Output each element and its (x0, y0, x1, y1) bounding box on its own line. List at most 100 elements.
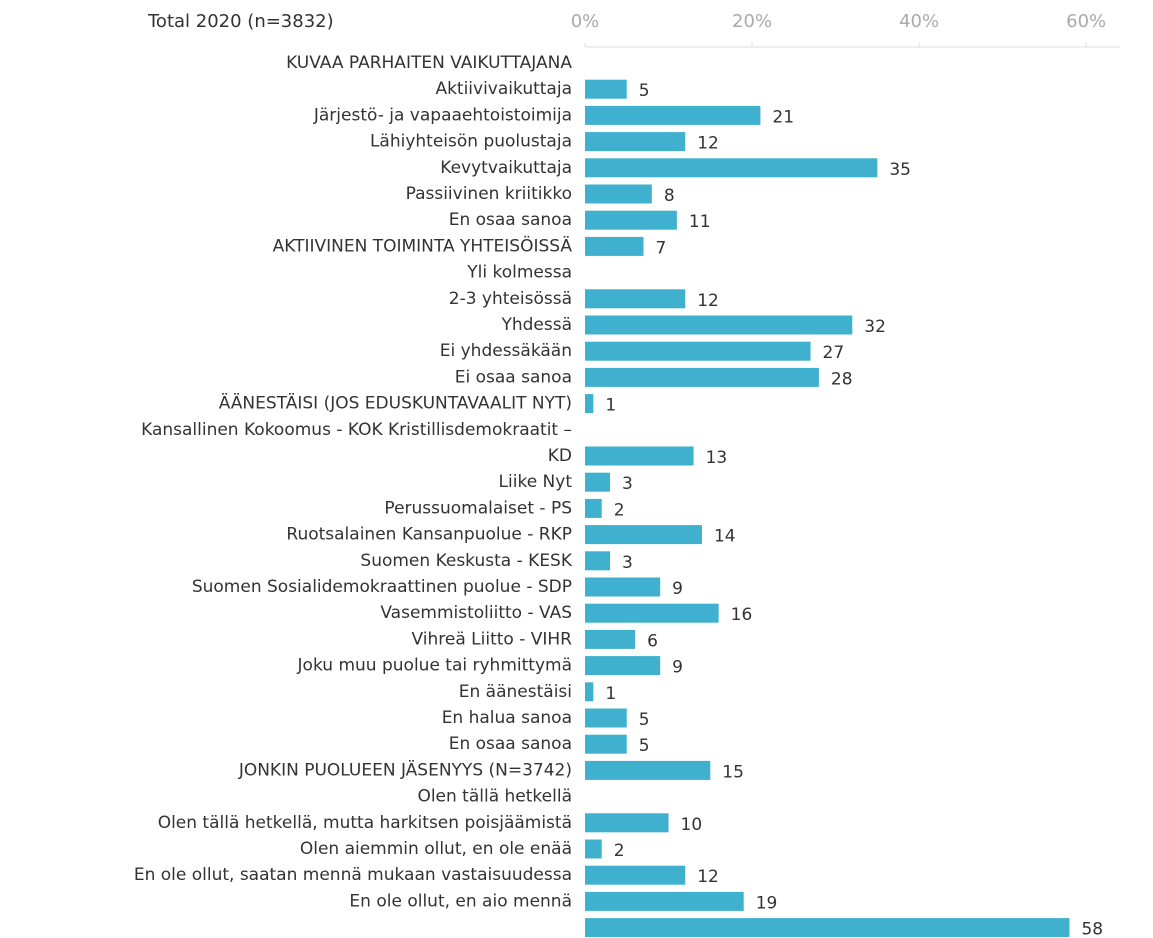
bar (585, 341, 811, 361)
bar (585, 289, 686, 309)
bar (585, 158, 878, 178)
value-label: 12 (697, 291, 719, 311)
value-label: 8 (664, 186, 675, 206)
bar (585, 79, 627, 99)
y-tick-label: Yli kolmessa (466, 263, 572, 283)
y-tick-label: KUVAA PARHAITEN VAIKUTTAJANA (286, 53, 572, 73)
y-tick-label: KD (548, 446, 572, 466)
value-label: 12 (697, 134, 719, 154)
chart-title: Total 2020 (n=3832) (147, 11, 334, 32)
value-label: 19 (756, 893, 778, 913)
bar (585, 891, 744, 911)
y-tick-label: Järjestö- ja vapaaehtoistoimija (313, 105, 572, 125)
bar (585, 577, 661, 597)
bar (585, 210, 677, 230)
y-tick-label: ÄÄNESTÄISI (JOS EDUSKUNTAVAALIT NYT) (219, 393, 572, 414)
value-label: 1 (605, 396, 616, 416)
bar (585, 105, 761, 125)
y-tick-label: 2-3 yhteisössä (449, 289, 572, 309)
bar (585, 367, 819, 387)
bar (585, 315, 853, 335)
value-label: 3 (622, 474, 633, 494)
y-tick-label: En osaa sanoa (449, 210, 572, 230)
value-label: 5 (639, 81, 650, 101)
value-label: 15 (722, 762, 744, 782)
value-label: 58 (1081, 920, 1103, 938)
y-tick-label: En halua sanoa (442, 708, 572, 728)
bar (585, 446, 694, 466)
y-tick-label: Perussuomalaiset - PS (384, 498, 572, 518)
y-tick-label: Passiivinen kriitikko (406, 184, 572, 204)
value-label: 12 (697, 867, 719, 887)
value-label: 21 (772, 107, 794, 127)
value-label: 5 (639, 736, 650, 756)
value-label: 16 (731, 605, 753, 625)
y-tick-label: En ole ollut, en aio mennä (349, 891, 572, 911)
bar (585, 918, 1070, 938)
y-tick-label: Olen aiemmin ollut, en ole enää (300, 839, 572, 859)
y-tick-label: Yhdessä (500, 315, 572, 335)
y-tick-label: Kevytvaikuttaja (440, 158, 572, 178)
x-tick-label: 20% (732, 11, 772, 32)
bar (585, 551, 611, 571)
value-label: 10 (681, 815, 703, 835)
bar (585, 394, 594, 414)
value-label: 11 (689, 212, 711, 232)
y-tick-label: JONKIN PUOLUEEN JÄSENYYS (N=3742) (238, 759, 572, 780)
value-label: 6 (647, 631, 658, 651)
value-label: 2 (614, 500, 625, 520)
bar (585, 132, 686, 152)
value-label: 27 (823, 343, 845, 363)
bar (585, 472, 611, 492)
value-label: 3 (622, 553, 633, 573)
bar (585, 498, 602, 518)
bar (585, 839, 602, 859)
bar (585, 184, 652, 204)
bar (585, 760, 711, 780)
bar (585, 629, 636, 649)
y-tick-label: Vihreä Liitto - VIHR (412, 629, 573, 649)
x-tick-label: 0% (571, 11, 600, 32)
value-label: 5 (639, 710, 650, 730)
value-label: 28 (831, 369, 853, 389)
value-label: 9 (672, 658, 683, 678)
bar (585, 734, 627, 754)
y-tick-label: Aktiivivaikuttaja (435, 79, 572, 99)
value-label: 13 (706, 448, 728, 468)
bar (585, 682, 594, 702)
y-tick-label: Olen tällä hetkellä, mutta harkitsen poi… (158, 813, 572, 833)
y-tick-label: Joku muu puolue tai ryhmittymä (297, 656, 572, 676)
bar (585, 525, 702, 545)
y-tick-label: Olen tällä hetkellä (417, 787, 572, 807)
x-tick-label: 60% (1066, 11, 1106, 32)
y-tick-label: Vasemmistoliitto - VAS (380, 603, 572, 623)
y-tick-label: En osaa sanoa (449, 734, 572, 754)
bar (585, 236, 644, 256)
bar (585, 813, 669, 833)
y-tick-label: Suomen Keskusta - KESK (360, 551, 572, 571)
value-label: 35 (889, 160, 911, 180)
bar (585, 708, 627, 728)
y-tick-label: Kansallinen Kokoomus - KOK Kristillisdem… (141, 420, 572, 440)
x-tick-label: 40% (899, 11, 939, 32)
value-label: 1 (605, 684, 616, 704)
value-label: 32 (864, 317, 886, 337)
y-tick-label: Ei osaa sanoa (455, 367, 572, 387)
value-label: 7 (655, 238, 666, 258)
y-tick-label: En ole ollut, saatan mennä mukaan vastai… (134, 865, 572, 885)
y-tick-label: Ruotsalainen Kansanpuolue - RKP (286, 525, 572, 545)
y-tick-label: Lähiyhteisön puolustaja (370, 132, 572, 152)
value-label: 2 (614, 841, 625, 861)
bar (585, 656, 661, 676)
value-label: 9 (672, 579, 683, 599)
bar (585, 603, 719, 623)
value-label: 14 (714, 527, 736, 547)
y-tick-label: AKTIIVINEN TOIMINTA YHTEISÖISSÄ (273, 234, 573, 256)
y-tick-label: Suomen Sosialidemokraattinen puolue - SD… (192, 577, 572, 597)
y-tick-label: En äänestäisi (459, 682, 572, 702)
bar (585, 865, 686, 885)
y-tick-label: Ei yhdessäkään (440, 341, 572, 361)
y-tick-label: Liike Nyt (499, 472, 573, 492)
